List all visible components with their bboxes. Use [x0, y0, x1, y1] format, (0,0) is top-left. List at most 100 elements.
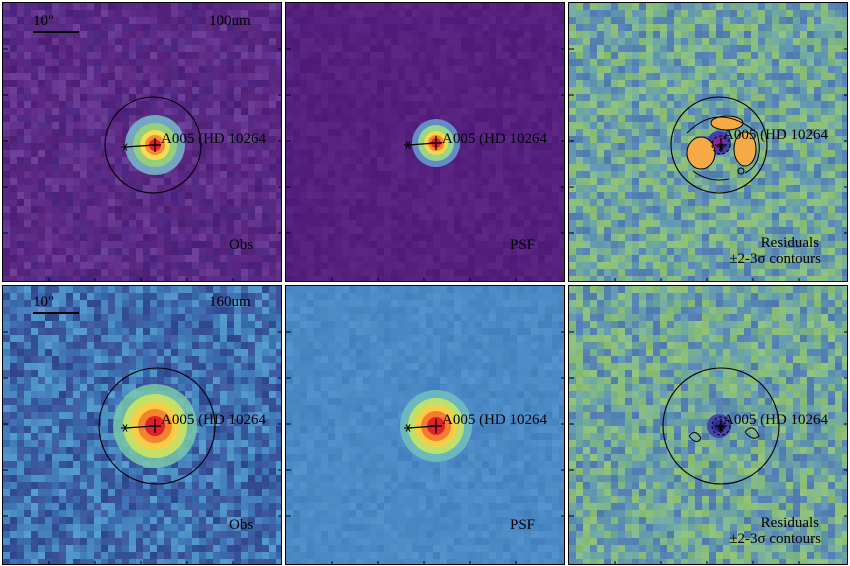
- image-pixel: [213, 45, 220, 52]
- image-pixel: [10, 241, 17, 248]
- image-pixel: [171, 262, 178, 269]
- image-pixel: [604, 31, 611, 38]
- image-pixel: [66, 122, 73, 129]
- panel-res-100um: A005 (HD 10264 Residuals ±2-3σ contours: [568, 2, 848, 282]
- image-pixel: [31, 178, 38, 185]
- image-pixel: [234, 108, 241, 115]
- image-pixel: [227, 108, 234, 115]
- image-pixel: [262, 206, 269, 213]
- image-pixel: [31, 293, 38, 300]
- image-pixel: [241, 24, 248, 31]
- image-pixel: [370, 157, 377, 164]
- image-pixel: [398, 157, 405, 164]
- image-pixel: [660, 164, 667, 171]
- image-pixel: [646, 101, 653, 108]
- image-pixel: [709, 248, 716, 255]
- image-pixel: [206, 143, 213, 150]
- image-pixel: [286, 241, 293, 248]
- image-pixel: [688, 136, 695, 143]
- image-pixel: [3, 178, 10, 185]
- image-pixel: [101, 300, 108, 307]
- image-pixel: [248, 164, 255, 171]
- image-pixel: [821, 248, 828, 255]
- image-pixel: [807, 255, 814, 262]
- image-pixel: [227, 178, 234, 185]
- image-pixel: [702, 3, 709, 10]
- image-pixel: [590, 178, 597, 185]
- image-pixel: [468, 185, 475, 192]
- image-pixel: [276, 171, 281, 178]
- image-pixel: [765, 24, 772, 31]
- image-pixel: [136, 192, 143, 199]
- image-pixel: [737, 164, 744, 171]
- image-pixel: [31, 38, 38, 45]
- image-pixel: [342, 73, 349, 80]
- image-pixel: [569, 178, 576, 185]
- image-pixel: [412, 3, 419, 10]
- image-pixel: [800, 276, 807, 281]
- image-pixel: [835, 45, 842, 52]
- image-pixel: [248, 199, 255, 206]
- image-pixel: [405, 192, 412, 199]
- image-pixel: [391, 115, 398, 122]
- image-pixel: [164, 38, 171, 45]
- image-pixel: [255, 286, 262, 293]
- image-pixel: [136, 115, 143, 122]
- image-pixel: [59, 248, 66, 255]
- image-pixel: [814, 213, 821, 220]
- image-pixel: [447, 255, 454, 262]
- image-pixel: [744, 234, 751, 241]
- image-pixel: [489, 241, 496, 248]
- image-pixel: [213, 73, 220, 80]
- image-pixel: [842, 94, 847, 101]
- image-pixel: [751, 255, 758, 262]
- image-pixel: [136, 248, 143, 255]
- image-pixel: [255, 192, 262, 199]
- image-pixel: [17, 73, 24, 80]
- image-pixel: [293, 94, 300, 101]
- image-pixel: [611, 3, 618, 10]
- image-pixel: [503, 129, 510, 136]
- image-pixel: [293, 24, 300, 31]
- image-pixel: [3, 234, 10, 241]
- image-pixel: [80, 38, 87, 45]
- image-pixel: [660, 255, 667, 262]
- image-pixel: [468, 241, 475, 248]
- image-pixel: [786, 38, 793, 45]
- image-pixel: [765, 122, 772, 129]
- image-pixel: [653, 80, 660, 87]
- image-pixel: [412, 24, 419, 31]
- image-pixel: [625, 17, 632, 24]
- image-pixel: [583, 269, 590, 276]
- image-pixel: [328, 101, 335, 108]
- image-pixel: [356, 108, 363, 115]
- image-pixel: [461, 73, 468, 80]
- image-pixel: [248, 171, 255, 178]
- image-pixel: [87, 248, 94, 255]
- image-pixel: [412, 80, 419, 87]
- image-pixel: [618, 87, 625, 94]
- image-pixel: [723, 262, 730, 269]
- image-pixel: [307, 241, 314, 248]
- image-pixel: [377, 31, 384, 38]
- image-pixel: [199, 255, 206, 262]
- image-pixel: [503, 45, 510, 52]
- image-pixel: [814, 255, 821, 262]
- image-pixel: [59, 213, 66, 220]
- image-pixel: [653, 108, 660, 115]
- image-pixel: [363, 108, 370, 115]
- image-pixel: [3, 300, 10, 307]
- image-pixel: [24, 3, 31, 10]
- image-pixel: [412, 269, 419, 276]
- image-pixel: [674, 10, 681, 17]
- image-pixel: [709, 115, 716, 122]
- image-pixel: [52, 45, 59, 52]
- image-pixel: [314, 171, 321, 178]
- image-pixel: [255, 59, 262, 66]
- image-pixel: [419, 164, 426, 171]
- image-pixel: [321, 24, 328, 31]
- image-pixel: [269, 38, 276, 45]
- image-pixel: [262, 10, 269, 17]
- image-pixel: [688, 241, 695, 248]
- image-pixel: [115, 52, 122, 59]
